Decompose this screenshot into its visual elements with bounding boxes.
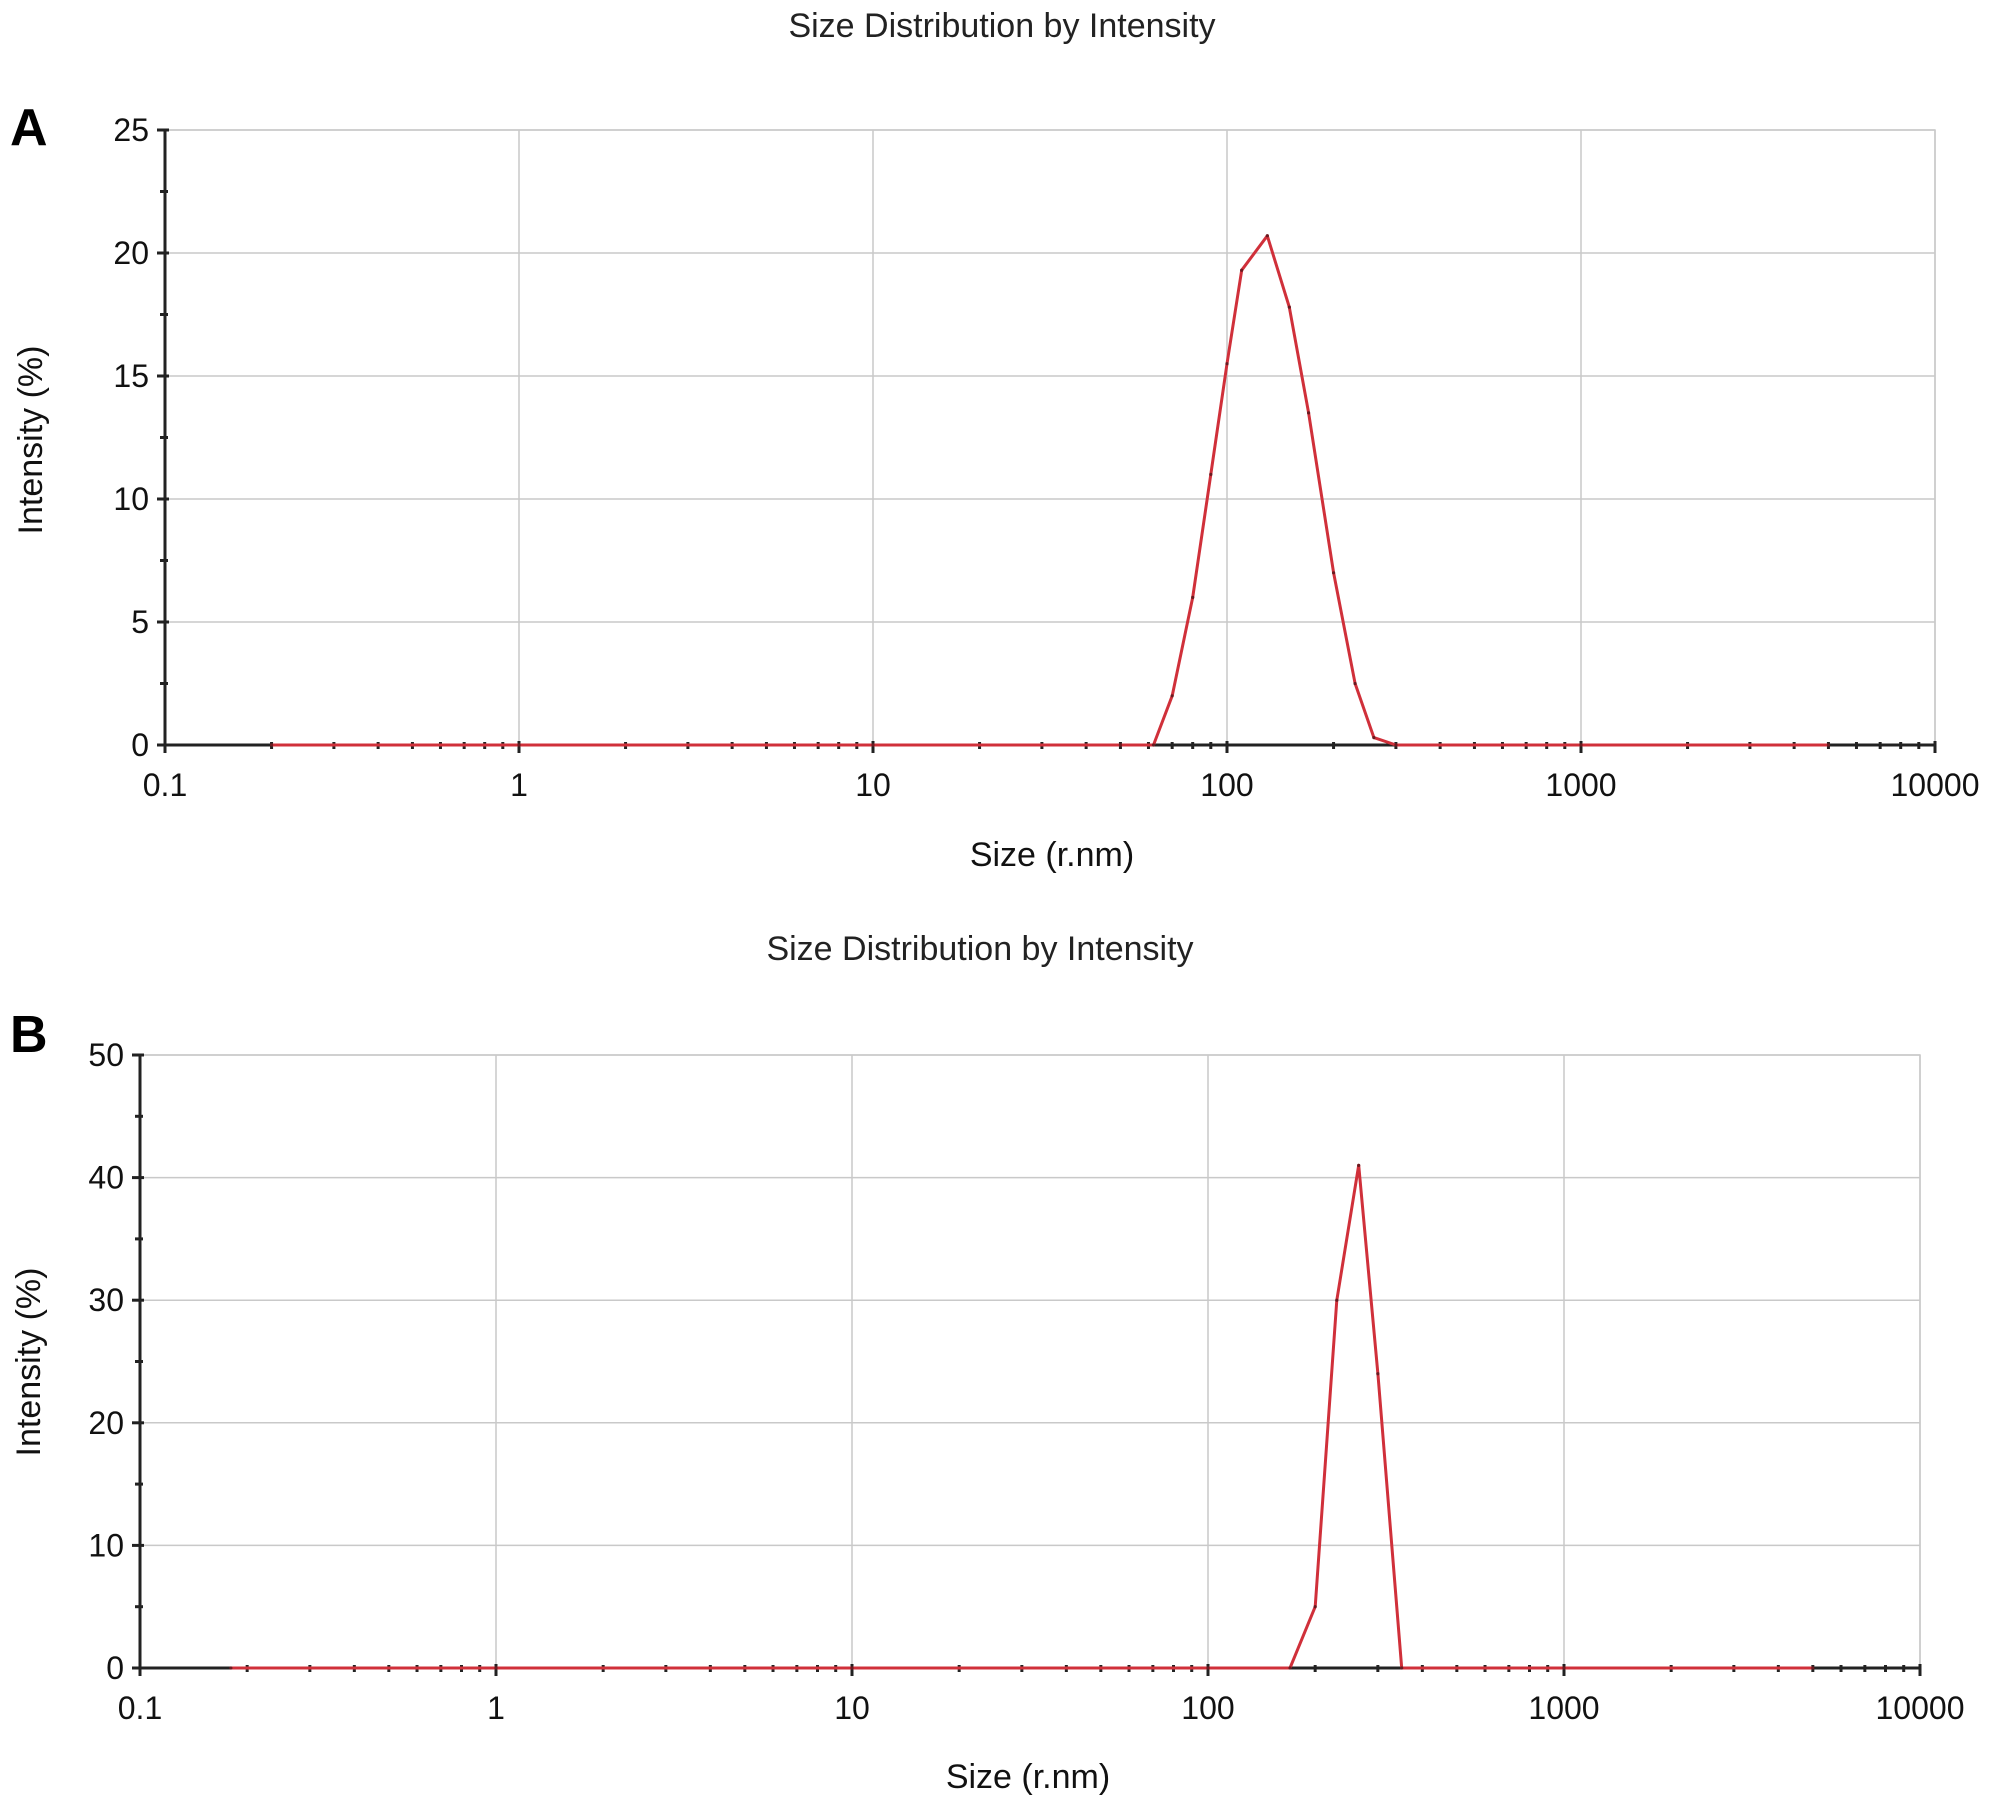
panel-b-data-point: [1335, 1298, 1339, 1302]
panel-b-y-tick-label: 0: [106, 1650, 124, 1686]
panel-b-plot-frame: [139, 1054, 1921, 1669]
panel-a-title: Size Distribution by Intensity: [788, 7, 1215, 45]
panel-a-data-point: [1240, 268, 1244, 272]
panel-b-data-point: [1206, 1666, 1210, 1670]
panel-b-y-tick-label: 30: [88, 1282, 124, 1318]
panel-a-data-point: [1826, 743, 1831, 747]
panel-b-y-tick-label: 50: [88, 1037, 124, 1073]
panel-a-data-point: [1306, 411, 1311, 415]
panel-a-data-point: [1372, 736, 1376, 740]
panel-b-data-point: [1811, 1666, 1815, 1670]
panel-a-data-point: [1118, 743, 1123, 747]
panel-a-x-tick-label: 10: [855, 767, 891, 803]
panel-b-y-tick-label: 20: [88, 1405, 124, 1441]
panel-b-data-point: [1313, 1605, 1317, 1609]
panel-a-x-tick-label: 100: [1200, 767, 1253, 803]
panel-a-data-point: [1225, 362, 1229, 366]
panel-b-data-point: [229, 1666, 233, 1670]
panel-b-data-point: [1562, 1666, 1566, 1670]
panel-a-y-tick-label: 10: [113, 481, 149, 517]
panel-a-data-point: [871, 743, 875, 747]
panel-b-plot: 0.1 1 10 100 1000 10000 0 10 20 30 40 50: [88, 1037, 1964, 1726]
panel-a-data-point: [517, 743, 521, 747]
panel-b-letter: B: [10, 1006, 48, 1064]
panel-b-ylabel: Intensity (%): [10, 1268, 48, 1457]
panel-b-data-point: [1288, 1666, 1292, 1670]
panel-b-data-point: [850, 1666, 854, 1670]
panel-a-y-tick-label: 0: [131, 727, 149, 763]
panel-b-data-point: [494, 1666, 498, 1670]
panel-a-data-point: [1331, 571, 1336, 575]
panel-b-xlabel: Size (r.nm): [946, 1758, 1110, 1796]
panel-b-x-tick-label: 10: [834, 1690, 870, 1726]
panel-b-x-tick-label: 1000: [1528, 1690, 1599, 1726]
panel-a-x-tick-label: 1000: [1545, 767, 1616, 803]
panel-b-x-tick-label: 10000: [1876, 1690, 1965, 1726]
panel-a-data-point: [1287, 305, 1291, 309]
panel-a-series-line: [271, 234, 1829, 747]
panel-b-y-tick-label: 40: [88, 1160, 124, 1196]
panel-b-data-point: [1357, 1163, 1361, 1167]
panel-a: Size Distribution by Intensity A Intensi…: [10, 7, 1979, 874]
panel-a-y-tick-label: 5: [131, 604, 149, 640]
panel-a-x-tick-label: 1: [510, 767, 528, 803]
panel-b-data-point: [1376, 1372, 1380, 1376]
panel-a-x-tick-label: 10000: [1891, 767, 1980, 803]
panel-a-plot: 0.1 1 10 100 1000 10000 0 5 10 15 20 25: [113, 112, 1979, 803]
panel-b-title: Size Distribution by Intensity: [766, 930, 1193, 968]
panel-a-xlabel: Size (r.nm): [970, 836, 1134, 874]
panel-a-data-point: [1394, 743, 1398, 747]
panel-b: Size Distribution by Intensity B Intensi…: [10, 930, 1964, 1796]
panel-a-ylabel: Intensity (%): [12, 346, 50, 535]
panel-b-series-line: [230, 1163, 1813, 1670]
panel-a-data-point: [1353, 681, 1357, 686]
panel-b-y-tick-label: 10: [88, 1527, 124, 1563]
panel-b-x-tick-label: 100: [1181, 1690, 1234, 1726]
panel-a-data-point: [1209, 472, 1213, 476]
panel-a-data-point: [1191, 595, 1195, 600]
panel-a-data-point: [1151, 743, 1156, 747]
panel-a-y-tick-label: 15: [113, 358, 149, 394]
panel-a-data-point: [1265, 234, 1269, 238]
panel-a-y-tick-label: 20: [113, 235, 149, 271]
panel-a-x-tick-label: 0.1: [143, 767, 187, 803]
panel-a-data-point: [1170, 694, 1174, 698]
panel-b-x-tick-label: 1: [487, 1690, 505, 1726]
panel-b-data-point: [1400, 1666, 1404, 1670]
panel-a-data-point: [269, 743, 274, 747]
panel-a-data-point: [1579, 743, 1583, 747]
panel-a-letter: A: [10, 99, 48, 157]
panel-a-y-tick-label: 25: [113, 112, 149, 148]
panel-a-plot-frame: [164, 129, 1936, 746]
panel-b-x-tick-label: 0.1: [118, 1690, 162, 1726]
